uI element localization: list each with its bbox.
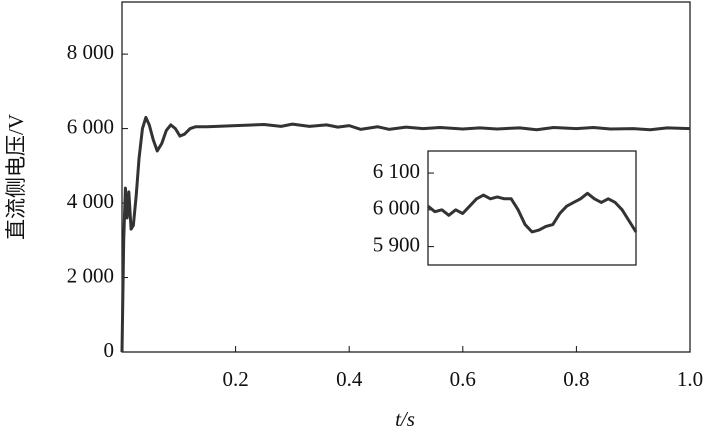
x-tick-label: 1.0	[677, 367, 703, 391]
y-axis-label: 直流侧电压/V	[4, 114, 28, 240]
x-tick-label: 0.6	[450, 367, 476, 391]
y-tick-label: 6 000	[67, 114, 114, 138]
y-tick-label: 5 900	[373, 232, 420, 256]
y-tick-label: 2 000	[67, 263, 114, 287]
x-tick-label: 0.2	[222, 367, 248, 391]
y-tick-label: 0	[104, 338, 115, 362]
plot-frame	[121, 1, 691, 353]
y-tick-label: 4 000	[67, 189, 114, 213]
x-tick-label: 0.4	[336, 367, 363, 391]
data-line	[120, 115, 691, 353]
y-tick-label: 8 000	[67, 40, 114, 64]
y-tick-label: 6 000	[373, 196, 420, 220]
x-tick-label: 0.8	[563, 367, 589, 391]
inset-frame	[427, 150, 637, 266]
y-tick-label: 6 100	[373, 159, 420, 183]
x-axis-label: t/s	[395, 407, 415, 431]
data-line	[427, 191, 638, 234]
